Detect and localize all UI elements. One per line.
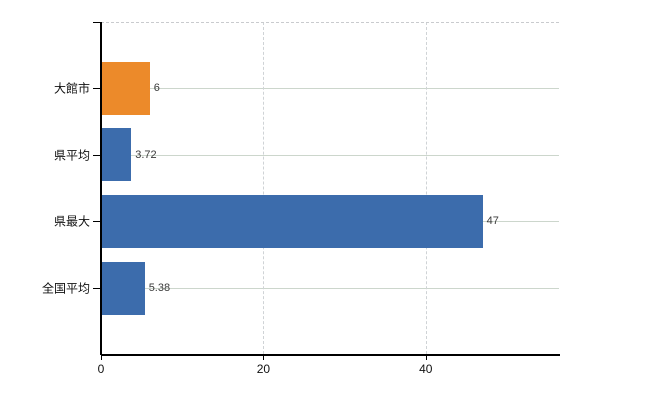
x-axis [101,354,560,356]
y-axis-tick-mark [93,154,101,156]
category-label: 県平均 [53,148,90,163]
bar [102,261,145,315]
category-label: 全国平均 [41,281,90,296]
h-gridline [101,154,559,156]
x-axis-tick-label: 20 [256,362,271,376]
bar [102,128,132,182]
bar-value-label: 47 [486,215,499,228]
category-label: 大館市 [53,81,90,96]
bar [102,61,150,115]
h-gridline [101,88,559,89]
v-gridline [425,22,427,354]
x-axis-tick-mark [263,354,265,360]
h-gridline [101,288,559,289]
y-axis-tick-mark [93,288,101,289]
x-axis-tick-mark [425,354,427,360]
y-axis-top-cap [93,22,101,23]
bar [102,194,483,248]
x-axis-tick-label: 40 [419,362,433,376]
v-gridline [263,22,265,354]
category-label: 県最大 [53,214,90,229]
bar-value-label: 3.72 [135,148,157,161]
bar-value-label: 5.38 [148,282,171,294]
plot-top-border [101,22,559,23]
y-axis [100,22,102,355]
x-axis-tick-mark [101,354,102,360]
x-axis-tick-label: 0 [97,362,105,376]
bar-value-label: 6 [153,82,160,94]
y-axis-tick-mark [93,88,101,89]
y-axis-tick-mark [93,221,101,223]
